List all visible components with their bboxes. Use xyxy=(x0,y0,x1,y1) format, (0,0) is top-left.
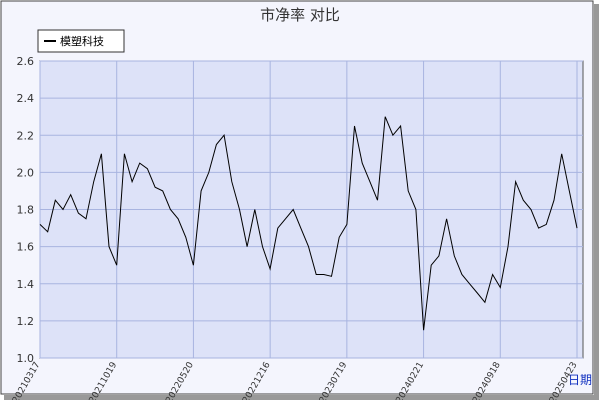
y-tick-label: 1.2 xyxy=(17,315,35,328)
y-tick-label: 2.4 xyxy=(17,92,35,105)
series-line xyxy=(39,116,578,331)
frame-shadow xyxy=(594,4,599,397)
chart-title: 市净率 对比 xyxy=(260,6,340,24)
y-tick-label: 1.8 xyxy=(17,204,35,217)
frame-shadow xyxy=(4,395,599,400)
legend-label: 模塑科技 xyxy=(60,34,104,48)
legend xyxy=(37,29,125,53)
y-tick-label: 1.0 xyxy=(17,352,35,365)
y-tick-label: 1.6 xyxy=(17,241,35,254)
y-tick-label: 2.6 xyxy=(17,55,35,68)
x-axis-label: 日期 xyxy=(568,373,592,387)
y-tick-label: 1.4 xyxy=(17,278,35,291)
y-tick-label: 2.0 xyxy=(17,166,35,179)
y-tick-label: 2.2 xyxy=(17,129,35,142)
